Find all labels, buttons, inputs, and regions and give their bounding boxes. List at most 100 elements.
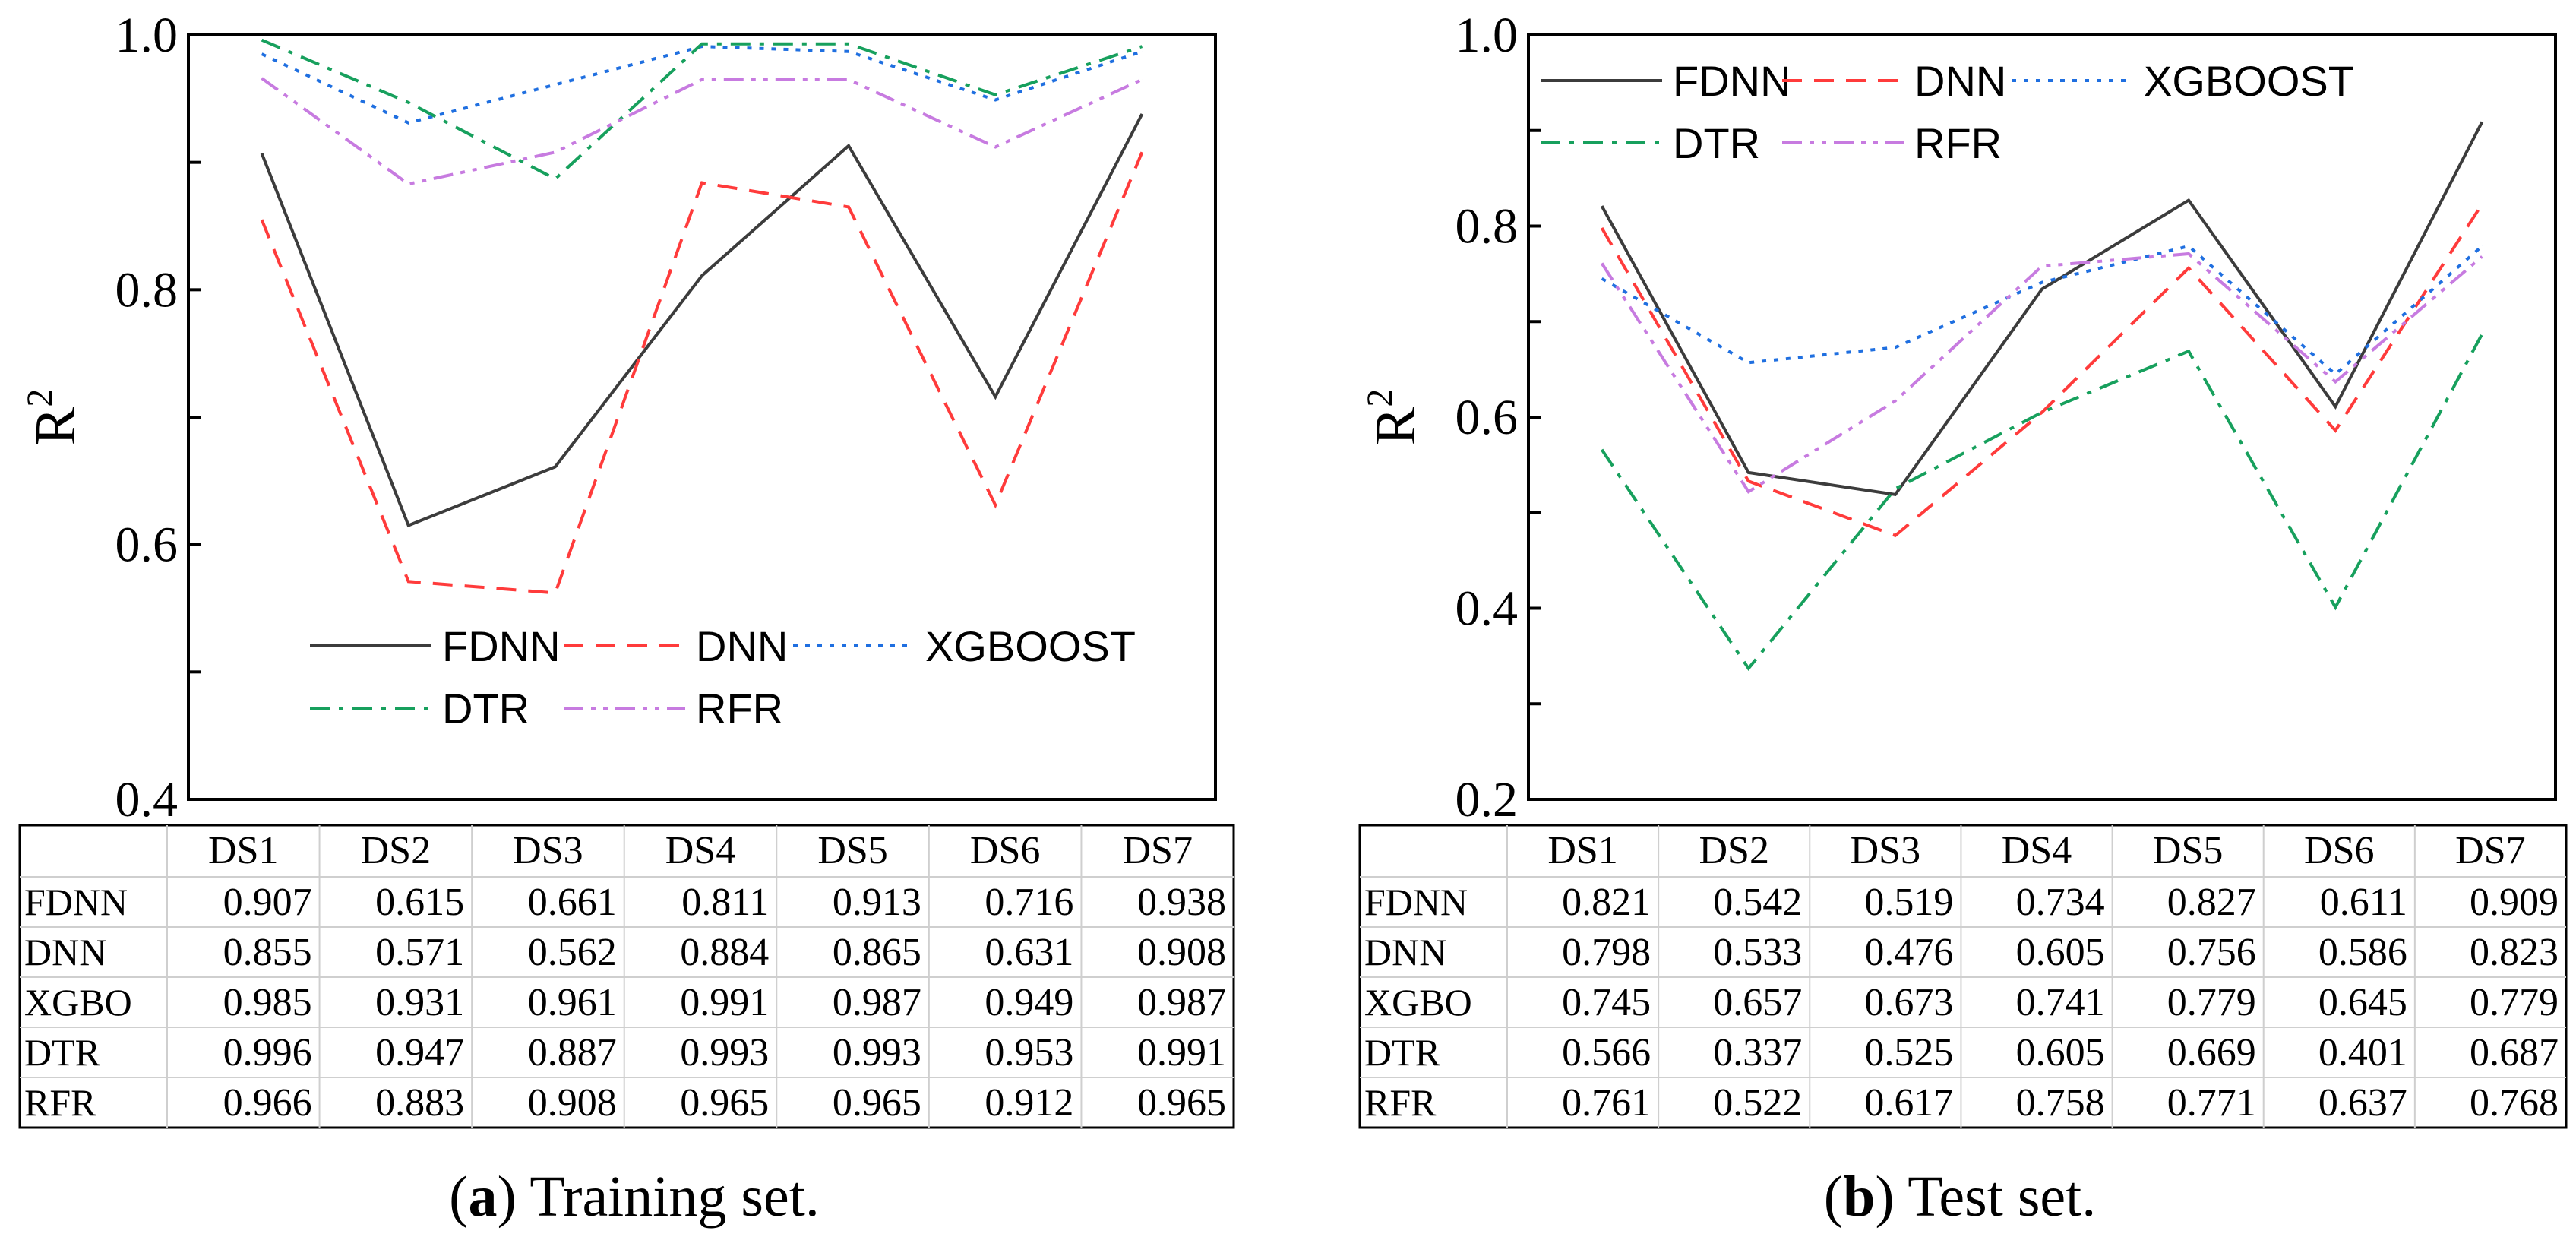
table-cell: 0.519 bbox=[1864, 881, 1953, 924]
table-cell: 0.562 bbox=[528, 931, 617, 974]
table-cell: 0.938 bbox=[1137, 881, 1226, 924]
legend: FDNN DNN XGBOOST DTR RFR bbox=[310, 622, 1136, 732]
y-axis-label: R2 bbox=[1360, 389, 1427, 446]
table-cell: 0.533 bbox=[1713, 931, 1802, 974]
table-cell: 0.617 bbox=[1864, 1081, 1953, 1125]
panel-a: 0.4 0.6 0.8 1.0 R2 FDNN DNN XGBOOST DTR RFR DS1 DS2… bbox=[18, 8, 1235, 1229]
series-line-fdnn bbox=[260, 113, 1144, 528]
table-cell: 0.985 bbox=[223, 981, 312, 1024]
table-cell: 0.907 bbox=[223, 881, 312, 924]
series-line-dtr bbox=[261, 38, 1143, 181]
legend-label-rfr: RFR bbox=[1914, 119, 2002, 167]
y-tick-label: 0.8 bbox=[115, 262, 179, 318]
table-cell: 0.949 bbox=[985, 981, 1073, 1024]
series-line-dnn bbox=[1600, 203, 2484, 538]
table-cell: 0.965 bbox=[833, 1081, 921, 1125]
table-cell: 0.908 bbox=[528, 1081, 617, 1125]
series-line-xgboost bbox=[261, 45, 1143, 125]
table-cell: 0.987 bbox=[833, 981, 921, 1024]
table-cell: 0.687 bbox=[2470, 1031, 2559, 1074]
table-cell: 0.912 bbox=[985, 1081, 1073, 1125]
table-cell: 0.637 bbox=[2318, 1081, 2407, 1125]
table-cell: 0.931 bbox=[375, 981, 464, 1024]
table-header-cell: DS7 bbox=[1122, 829, 1192, 872]
table-cell: 0.631 bbox=[985, 931, 1073, 974]
y-tick-label: 0.8 bbox=[1456, 199, 1519, 255]
table-row-label: RFR bbox=[24, 1081, 96, 1124]
table-header-cell: DS7 bbox=[2455, 829, 2525, 872]
table-cell: 0.993 bbox=[833, 1031, 921, 1074]
table-cell: 0.771 bbox=[2167, 1081, 2256, 1125]
table-cell: 0.883 bbox=[375, 1081, 464, 1125]
table-cell: 0.991 bbox=[680, 981, 769, 1024]
table-row-label: DTR bbox=[24, 1031, 101, 1074]
table-cell: 0.716 bbox=[985, 881, 1073, 924]
table-cell: 0.645 bbox=[2318, 981, 2407, 1024]
panel-caption: (b) Test set. bbox=[1824, 1165, 2097, 1229]
table-header-cell: DS1 bbox=[1547, 829, 1617, 872]
table-cell: 0.913 bbox=[833, 881, 921, 924]
legend-label-dtr: DTR bbox=[1673, 119, 1760, 167]
legend-label-rfr: RFR bbox=[696, 685, 783, 732]
data-table: DS1 DS2 DS3 DS4 DS5 DS6 DS7 FDNN 0.821 0.542 0.519… bbox=[1358, 824, 2568, 1129]
y-tick-label: 0.2 bbox=[1456, 772, 1519, 827]
table-row-label: XGBO bbox=[1364, 981, 1472, 1023]
legend: FDNN DNN XGBOOST DTR RFR bbox=[1541, 57, 2354, 167]
table-header-cell: DS6 bbox=[2304, 829, 2374, 872]
table-cell: 0.611 bbox=[2320, 881, 2407, 924]
legend-label-fdnn: FDNN bbox=[1673, 57, 1791, 105]
table-cell: 0.823 bbox=[2470, 931, 2559, 974]
table-cell: 0.865 bbox=[833, 931, 921, 974]
table-cell: 0.758 bbox=[2016, 1081, 2105, 1125]
y-tick-label: 0.4 bbox=[1456, 581, 1519, 637]
table-cell: 0.745 bbox=[1562, 981, 1651, 1024]
table-header-cell: DS6 bbox=[970, 829, 1040, 872]
legend-label-dtr: DTR bbox=[442, 685, 529, 732]
legend-label-dnn: DNN bbox=[1914, 57, 2006, 105]
table-cell: 0.605 bbox=[2016, 931, 2105, 974]
table-cell: 0.401 bbox=[2318, 1031, 2407, 1074]
table-cell: 0.996 bbox=[223, 1031, 312, 1074]
table-cell: 0.887 bbox=[528, 1031, 617, 1074]
table-cell: 0.965 bbox=[680, 1081, 769, 1125]
table-cell: 0.961 bbox=[528, 981, 617, 1024]
table-row-label: FDNN bbox=[24, 881, 128, 923]
table-row-label: FDNN bbox=[1364, 881, 1468, 923]
table-cell: 0.571 bbox=[375, 931, 464, 974]
table-header-cell: DS5 bbox=[817, 829, 887, 872]
table-header-cell: DS2 bbox=[1699, 829, 1768, 872]
y-axis-label: R2 bbox=[20, 389, 87, 446]
table-cell: 0.476 bbox=[1864, 931, 1953, 974]
table-cell: 0.586 bbox=[2318, 931, 2407, 974]
table-header-cell: DS4 bbox=[665, 829, 735, 872]
table-cell: 0.798 bbox=[1562, 931, 1651, 974]
y-tick-label: 0.6 bbox=[115, 517, 179, 573]
table-header-cell: DS4 bbox=[2002, 829, 2072, 872]
series-line-fdnn bbox=[1600, 121, 2484, 497]
table-row-label: XGBO bbox=[24, 981, 132, 1023]
table-cell: 0.337 bbox=[1713, 1031, 1802, 1074]
table-cell: 0.657 bbox=[1713, 981, 1802, 1024]
table-row-label: RFR bbox=[1364, 1081, 1437, 1124]
table-row-label: DNN bbox=[1364, 931, 1446, 973]
legend-label-dnn: DNN bbox=[696, 622, 788, 670]
table-cell: 0.909 bbox=[2470, 881, 2559, 924]
table-cell: 0.991 bbox=[1137, 1031, 1226, 1074]
series-line-dnn bbox=[260, 151, 1144, 595]
table-cell: 0.525 bbox=[1864, 1031, 1953, 1074]
panel-caption: (a) Training set. bbox=[449, 1165, 820, 1229]
legend-label-xgboost: XGBOOST bbox=[2144, 57, 2354, 105]
table-cell: 0.734 bbox=[2016, 881, 2105, 924]
table-cell: 0.779 bbox=[2470, 981, 2559, 1024]
table-cell: 0.987 bbox=[1137, 981, 1226, 1024]
table-header-cell: DS5 bbox=[2153, 829, 2223, 872]
table-cell: 0.947 bbox=[375, 1031, 464, 1074]
table-cell: 0.669 bbox=[2167, 1031, 2256, 1074]
table-cell: 0.768 bbox=[2470, 1081, 2559, 1125]
table-cell: 0.661 bbox=[528, 881, 617, 924]
table-header-cell: DS1 bbox=[208, 829, 278, 872]
table-cell: 0.615 bbox=[375, 881, 464, 924]
table-header-cell: DS2 bbox=[361, 829, 431, 872]
